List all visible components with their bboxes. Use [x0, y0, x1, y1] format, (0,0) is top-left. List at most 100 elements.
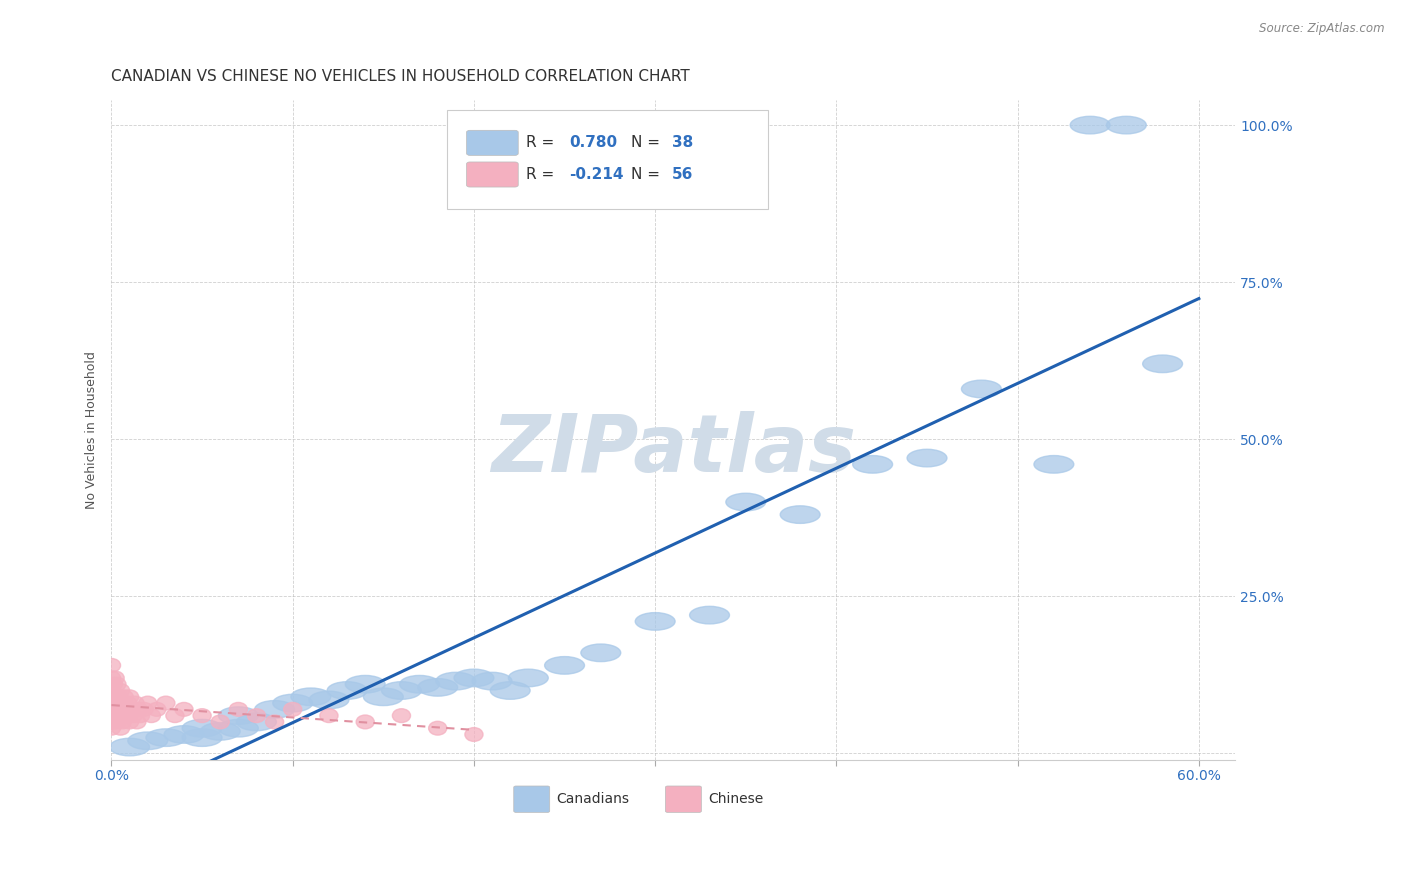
Ellipse shape: [229, 702, 247, 716]
Ellipse shape: [121, 715, 139, 729]
Ellipse shape: [218, 720, 259, 737]
Ellipse shape: [429, 722, 447, 735]
Ellipse shape: [392, 709, 411, 723]
Ellipse shape: [114, 715, 131, 729]
Ellipse shape: [780, 506, 820, 524]
Ellipse shape: [183, 720, 222, 737]
Ellipse shape: [1143, 355, 1182, 373]
Text: Chinese: Chinese: [709, 792, 763, 806]
Text: 38: 38: [672, 136, 693, 151]
Text: -0.214: -0.214: [569, 167, 623, 182]
Ellipse shape: [1107, 116, 1146, 134]
Ellipse shape: [689, 607, 730, 624]
Ellipse shape: [103, 683, 121, 698]
Ellipse shape: [254, 700, 294, 718]
Ellipse shape: [108, 715, 127, 729]
Ellipse shape: [142, 709, 160, 723]
Ellipse shape: [117, 702, 135, 716]
Ellipse shape: [273, 694, 312, 712]
Ellipse shape: [381, 681, 422, 699]
Ellipse shape: [1070, 116, 1111, 134]
FancyBboxPatch shape: [467, 130, 519, 155]
Text: CANADIAN VS CHINESE NO VEHICLES IN HOUSEHOLD CORRELATION CHART: CANADIAN VS CHINESE NO VEHICLES IN HOUSE…: [111, 69, 690, 84]
Ellipse shape: [183, 729, 222, 747]
Ellipse shape: [103, 696, 121, 710]
Ellipse shape: [157, 696, 174, 710]
Ellipse shape: [114, 696, 131, 710]
Ellipse shape: [266, 715, 284, 729]
Ellipse shape: [174, 702, 193, 716]
Ellipse shape: [103, 702, 121, 716]
Ellipse shape: [103, 709, 121, 723]
Ellipse shape: [139, 696, 157, 710]
Text: N =: N =: [631, 136, 665, 151]
FancyBboxPatch shape: [447, 110, 768, 209]
Ellipse shape: [356, 715, 374, 729]
Ellipse shape: [247, 709, 266, 723]
Text: Source: ZipAtlas.com: Source: ZipAtlas.com: [1260, 22, 1385, 36]
Ellipse shape: [105, 709, 124, 723]
Ellipse shape: [110, 709, 128, 723]
Ellipse shape: [218, 706, 259, 724]
Text: 0.780: 0.780: [569, 136, 617, 151]
Ellipse shape: [211, 715, 229, 729]
Ellipse shape: [128, 732, 167, 749]
Ellipse shape: [148, 702, 166, 716]
Ellipse shape: [291, 688, 330, 706]
Ellipse shape: [103, 690, 121, 704]
Ellipse shape: [121, 690, 139, 704]
Text: R =: R =: [526, 167, 560, 182]
Ellipse shape: [436, 673, 475, 690]
Ellipse shape: [135, 702, 153, 716]
Text: 56: 56: [672, 167, 693, 182]
Ellipse shape: [363, 688, 404, 706]
Ellipse shape: [110, 690, 128, 704]
FancyBboxPatch shape: [665, 786, 702, 813]
Ellipse shape: [509, 669, 548, 687]
Ellipse shape: [636, 613, 675, 630]
Ellipse shape: [166, 709, 184, 723]
Ellipse shape: [907, 450, 948, 467]
Ellipse shape: [118, 696, 136, 710]
Ellipse shape: [129, 702, 148, 716]
Ellipse shape: [108, 677, 127, 691]
Text: ZIPatlas: ZIPatlas: [491, 410, 856, 489]
Ellipse shape: [544, 657, 585, 674]
Ellipse shape: [193, 709, 211, 723]
FancyBboxPatch shape: [467, 162, 519, 187]
Text: R =: R =: [526, 136, 560, 151]
Text: Canadians: Canadians: [557, 792, 630, 806]
Ellipse shape: [103, 671, 121, 685]
Ellipse shape: [103, 658, 121, 673]
Ellipse shape: [236, 713, 277, 731]
Ellipse shape: [472, 673, 512, 690]
Ellipse shape: [124, 709, 142, 723]
Ellipse shape: [104, 702, 122, 716]
Ellipse shape: [131, 709, 149, 723]
Ellipse shape: [122, 702, 141, 716]
Ellipse shape: [418, 679, 457, 696]
FancyBboxPatch shape: [513, 786, 550, 813]
Ellipse shape: [128, 715, 146, 729]
Ellipse shape: [1033, 456, 1074, 473]
Ellipse shape: [105, 671, 124, 685]
Ellipse shape: [111, 683, 129, 698]
Ellipse shape: [165, 726, 204, 743]
Ellipse shape: [725, 493, 766, 511]
Ellipse shape: [465, 728, 484, 741]
Text: N =: N =: [631, 167, 665, 182]
Ellipse shape: [127, 696, 145, 710]
Ellipse shape: [110, 739, 149, 756]
Ellipse shape: [111, 722, 129, 735]
Ellipse shape: [115, 690, 134, 704]
Ellipse shape: [115, 709, 134, 723]
Ellipse shape: [146, 729, 186, 747]
Ellipse shape: [962, 380, 1001, 398]
Ellipse shape: [104, 677, 122, 691]
Ellipse shape: [105, 696, 124, 710]
Ellipse shape: [346, 675, 385, 693]
Ellipse shape: [103, 715, 121, 729]
Ellipse shape: [108, 696, 127, 710]
Ellipse shape: [852, 456, 893, 473]
Ellipse shape: [491, 681, 530, 699]
